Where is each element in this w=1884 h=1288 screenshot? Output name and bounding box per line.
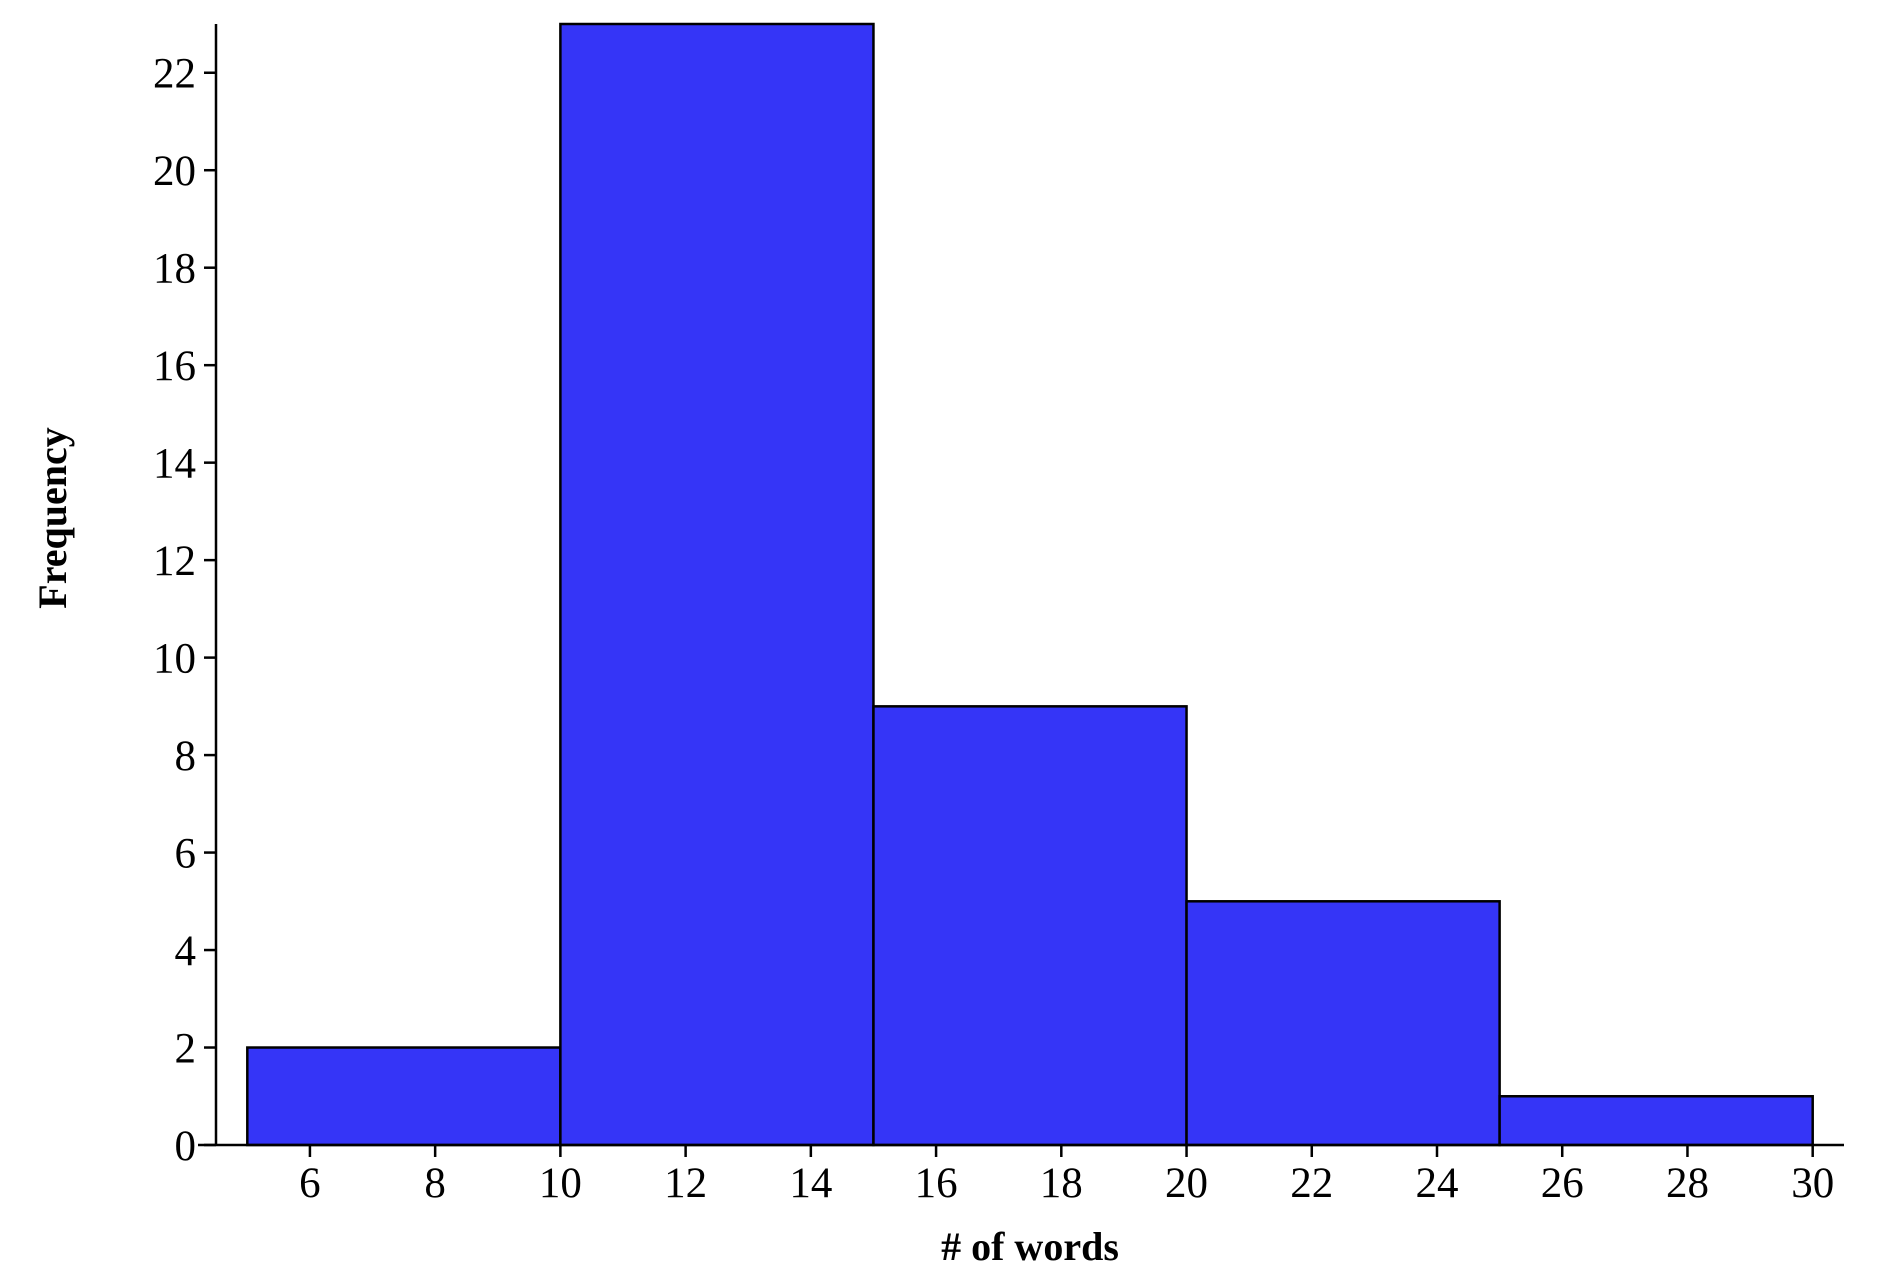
y-tick-label: 2 [175,1026,197,1073]
y-tick-label: 12 [153,538,196,585]
x-tick-label: 22 [1290,1160,1333,1207]
x-tick-label: 8 [424,1160,446,1207]
x-tick-label: 16 [915,1160,958,1207]
x-tick-label: 20 [1165,1160,1208,1207]
bar [1185,900,1501,1147]
y-tick-label: 22 [153,51,196,98]
bar [246,1046,562,1147]
x-tick-label: 30 [1791,1160,1834,1207]
x-axis-title: # of words [941,1224,1119,1269]
x-tick-label: 6 [299,1160,321,1207]
x-tick-label: 26 [1541,1160,1584,1207]
x-tick-label: 18 [1040,1160,1083,1207]
y-tick-label: 4 [175,928,197,975]
y-tick-label: 16 [153,343,196,390]
x-tick-label: 28 [1666,1160,1709,1207]
y-tick-label: 0 [175,1123,197,1170]
y-tick-label: 14 [153,441,196,488]
y-tick-label: 8 [175,733,197,780]
y-tick-label: 10 [153,636,196,683]
x-tick-label: 10 [539,1160,582,1207]
x-tick-label: 14 [789,1160,832,1207]
x-tick-label: 24 [1416,1160,1459,1207]
bar [1498,1095,1814,1147]
bar [559,22,875,1147]
y-axis-title: Frequency [30,427,75,608]
y-tick-label: 20 [153,148,196,195]
x-tick-label: 12 [664,1160,707,1207]
y-tick-label: 6 [175,831,197,878]
bar [872,705,1188,1147]
y-tick-label: 18 [153,246,196,293]
